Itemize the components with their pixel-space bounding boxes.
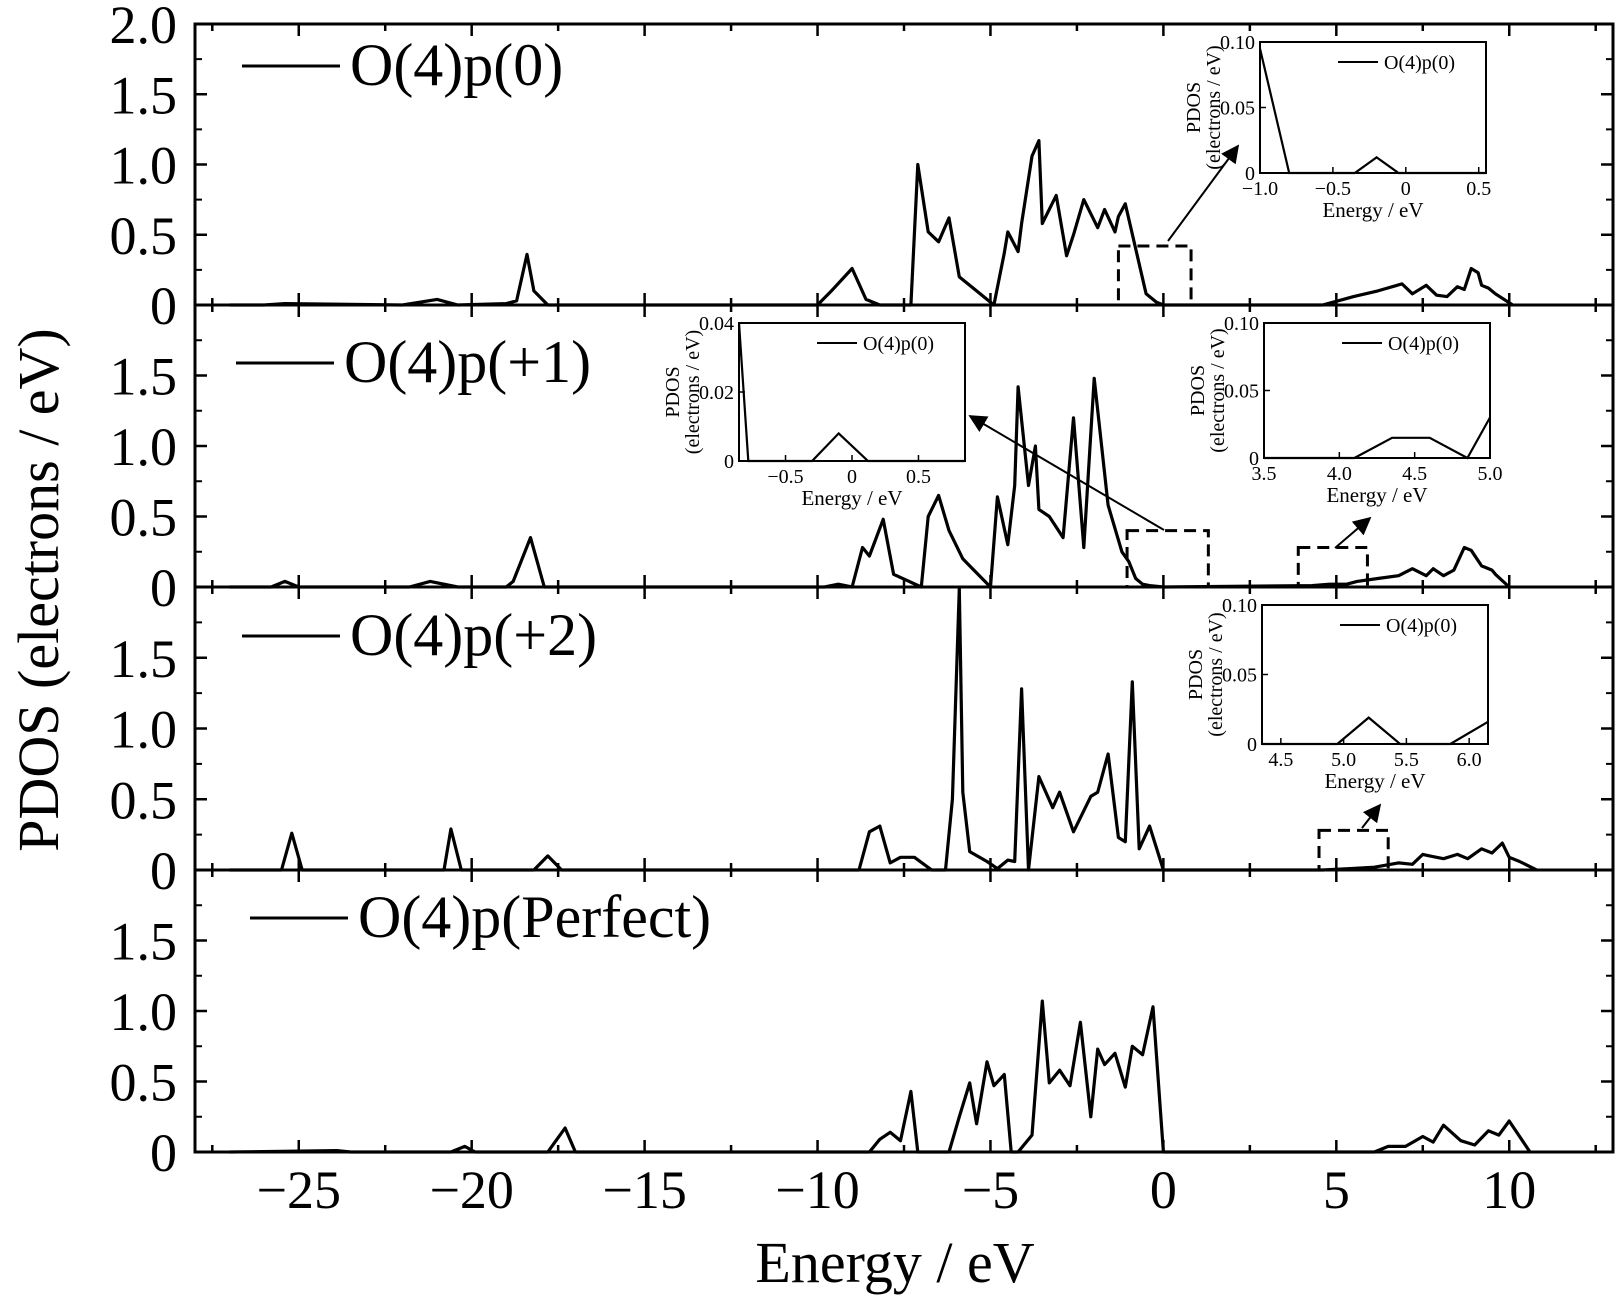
x-tick-label: −25	[257, 1160, 341, 1220]
inset-legend-label: O(4)p(0)	[863, 333, 934, 355]
y-tick-label: 0.5	[110, 770, 178, 830]
inset-x-tick-label: −0.5	[767, 466, 803, 488]
y-tick-label: 1.5	[110, 347, 178, 407]
y-tick-label: 0.5	[110, 1053, 178, 1113]
inset-y-label-units: (electrons / eV)	[682, 330, 704, 454]
inset-x-tick-label: 5.0	[1478, 463, 1503, 485]
inset-y-label-units: (electrons / eV)	[1203, 45, 1225, 169]
y-tick-label: 0	[150, 841, 177, 901]
inset-x-label: Energy / eV	[1322, 198, 1423, 222]
panel-2: 0 0.5 1.0 1.5 O(4)p(+1) −0.5 0 0.5 0 0.02 0.04 Ener…	[110, 303, 1615, 618]
inset-y-tick-label: 0	[1247, 734, 1257, 756]
x-tick-label: 10	[1482, 1160, 1536, 1220]
inset-x-tick-label: 4.5	[1402, 463, 1427, 485]
panel-3: 0 0.5 1.0 1.5 O(4)p(+2) 4.5 5.0 5.5 6.0 0 0.05 0.10…	[110, 585, 1615, 901]
y-tick-label: 0	[150, 276, 177, 336]
panels-layer: 0 0.5 1.0 1.5 2.0 O(4)p(0) −1.0 −0.5 0 0.5 0 0.05 0.…	[110, 0, 1615, 1220]
y-tick-label: 1.5	[110, 912, 178, 972]
y-tick-label: 0.5	[110, 488, 178, 548]
zoom-arrow	[968, 415, 1165, 531]
legend-label: O(4)p(+1)	[344, 329, 591, 395]
inset-2-2: 3.5 4.0 4.5 5.0 0 0.05 0.10 Energy / eV PDOS(ele…	[1187, 313, 1503, 507]
y-tick-label: 1.0	[110, 417, 178, 477]
inset-frame	[738, 322, 966, 462]
legend-label: O(4)p(+2)	[350, 602, 597, 668]
inset-x-tick-label: 0.5	[1466, 178, 1491, 200]
y-tick-label: 1.0	[110, 700, 178, 760]
x-tick-label: −5	[962, 1160, 1019, 1220]
y-tick-label: 0	[150, 1123, 177, 1183]
inset-x-tick-label: 3.5	[1252, 463, 1277, 485]
inset-x-tick-label: 5.5	[1394, 749, 1419, 771]
inset-y-label-units: (electrons / eV)	[1207, 328, 1229, 452]
inset-y-tick-label: 0.05	[1222, 665, 1257, 687]
inset-x-tick-label: 0.5	[906, 466, 931, 488]
x-tick-label: −10	[775, 1160, 859, 1220]
inset-legend-label: O(4)p(0)	[1388, 333, 1459, 355]
inset-x-label: Energy / eV	[1326, 483, 1427, 507]
y-tick-label: 1.0	[110, 136, 178, 196]
y-tick-label: 1.5	[110, 629, 178, 689]
inset-y-tick-label: 0.05	[1224, 381, 1259, 403]
inset-y-label: PDOS	[1183, 82, 1205, 133]
inset-x-tick-label: 6.0	[1457, 749, 1482, 771]
x-tick-label: 5	[1323, 1160, 1350, 1220]
inset-1-1: −1.0 −0.5 0 0.5 0 0.05 0.10 Energy / eV PDOS(ele…	[1183, 32, 1491, 222]
inset-y-tick-label: 0.10	[1220, 32, 1255, 54]
x-tick-label: −15	[602, 1160, 686, 1220]
inset-y-tick-label: 0	[724, 451, 734, 473]
zoom-box	[1317, 828, 1390, 872]
y-tick-label: 1.5	[110, 65, 178, 125]
legend-label: O(4)p(Perfect)	[358, 884, 711, 950]
zoom-arrow	[1167, 144, 1240, 242]
y-axis-label: PDOS (electrons / eV)	[6, 328, 71, 852]
inset-frame	[1259, 41, 1487, 174]
legend-label: O(4)p(0)	[350, 32, 563, 98]
inset-series-line	[1264, 416, 1491, 460]
inset-y-tick-label: 0.02	[699, 382, 734, 404]
y-tick-label: 1.0	[110, 982, 178, 1042]
inset-x-tick-label: −1.0	[1242, 178, 1278, 200]
inset-y-tick-label: 0.10	[1222, 595, 1257, 617]
x-tick-label: −20	[429, 1160, 513, 1220]
inset-series-line	[737, 322, 965, 463]
inset-y-tick-label: 0	[1249, 448, 1259, 470]
inset-y-tick-label: 0.04	[699, 313, 734, 335]
inset-y-label: PDOS	[1185, 649, 1207, 700]
inset-y-label: PDOS	[662, 366, 684, 417]
y-tick-label: 0.5	[110, 206, 178, 266]
inset-y-tick-label: 0	[1245, 163, 1255, 185]
x-tick-label: 0	[1150, 1160, 1177, 1220]
inset-x-tick-label: 5.0	[1331, 749, 1356, 771]
inset-y-label-units: (electrons / eV)	[1205, 612, 1227, 736]
inset-y-tick-label: 0.10	[1224, 313, 1259, 335]
zoom-box	[1125, 529, 1210, 589]
inset-frame	[1261, 604, 1489, 745]
inset-series-line	[1262, 716, 1489, 746]
inset-y-tick-label: 0.05	[1220, 98, 1255, 120]
zoom-arrow	[1361, 803, 1382, 829]
inset-2-1: −0.5 0 0.5 0 0.02 0.04 Energy / eV PDOS(electro…	[662, 313, 966, 510]
panel-1: 0 0.5 1.0 1.5 2.0 O(4)p(0) −1.0 −0.5 0 0.5 0 0.05 0.…	[110, 0, 1615, 336]
x-axis-label: Energy / eV	[755, 1230, 1034, 1295]
pdos-series-line	[229, 999, 1532, 1154]
inset-legend-label: O(4)p(0)	[1386, 615, 1457, 637]
inset-x-tick-label: 0	[1401, 178, 1411, 200]
inset-x-tick-label: 4.0	[1327, 463, 1352, 485]
zoom-box	[1116, 244, 1193, 307]
inset-3-1: 4.5 5.0 5.5 6.0 0 0.05 0.10 Energy / eV PDOS(ele…	[1185, 595, 1489, 793]
inset-x-tick-label: −0.5	[1315, 178, 1351, 200]
y-tick-label: 0	[150, 558, 177, 618]
inset-x-label: Energy / eV	[1324, 769, 1425, 793]
inset-x-label: Energy / eV	[801, 486, 902, 510]
inset-x-tick-label: 0	[847, 466, 857, 488]
inset-y-label: PDOS	[1187, 365, 1209, 416]
zoom-arrow	[1334, 516, 1372, 549]
inset-series-line	[1258, 48, 1486, 175]
panel-4: 0 0.5 1.0 1.5 O(4)p(Perfect)	[110, 868, 1615, 1183]
inset-x-tick-label: 4.5	[1268, 749, 1293, 771]
inset-legend-label: O(4)p(0)	[1384, 52, 1455, 74]
y-tick-label: 2.0	[110, 0, 178, 55]
